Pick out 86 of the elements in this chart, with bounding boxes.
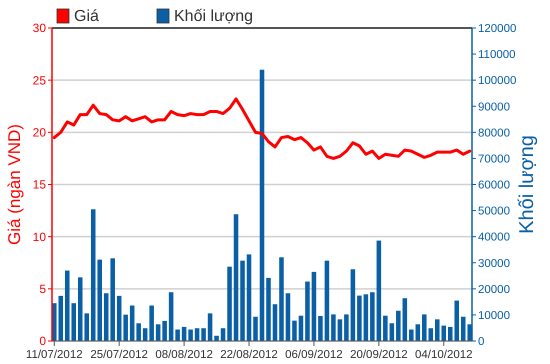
bar [338, 319, 342, 341]
y-tick-label: 15 [32, 178, 46, 192]
bar [90, 209, 96, 341]
bar [142, 328, 148, 341]
y2-tick-label: 100000 [478, 75, 516, 88]
bar [435, 319, 440, 341]
bar [409, 330, 414, 341]
bar [78, 277, 83, 341]
bar [104, 293, 108, 341]
bar [305, 282, 310, 341]
x-tick-label: 25/07/2012 [90, 349, 148, 361]
x-tick-label: 06/09/2012 [285, 349, 343, 361]
y2-tick-label: 120000 [478, 23, 516, 36]
y2-tick-label: 80000 [478, 127, 510, 140]
bar [448, 326, 453, 341]
bar [350, 269, 356, 341]
bar [234, 214, 238, 341]
y2-tick-label: 90000 [478, 101, 510, 114]
bar [130, 306, 134, 341]
bar [318, 316, 323, 341]
bar [188, 330, 193, 341]
bar [110, 258, 115, 341]
legend-label: Khối lượng [174, 8, 254, 25]
bar [156, 324, 160, 341]
bar [175, 330, 180, 341]
bar [182, 326, 186, 341]
bar [208, 313, 212, 341]
bar [97, 260, 102, 341]
bar [64, 270, 70, 341]
bar [396, 310, 401, 341]
y2-tick-label: 60000 [478, 180, 510, 192]
bar [227, 266, 232, 341]
bar [370, 292, 375, 341]
x-tick-label: 04/10/2012 [414, 349, 473, 361]
bar [324, 260, 330, 341]
bar [84, 313, 89, 341]
bar [331, 314, 336, 341]
y-tick-label: 5 [39, 282, 46, 296]
bar [168, 292, 174, 341]
y2-tick-label: 70000 [478, 153, 510, 166]
bar [298, 316, 304, 341]
y-tick-label: 0 [39, 334, 46, 348]
bar [460, 316, 466, 341]
y2-tick-label: 50000 [478, 206, 510, 218]
bar [286, 293, 290, 341]
bar [428, 328, 434, 341]
bar [416, 324, 420, 341]
bar [194, 328, 200, 341]
y2-tick-label: 40000 [478, 232, 510, 244]
bar [422, 314, 427, 341]
y-tick-label: 30 [32, 21, 46, 36]
y-axis-title: Giá (ngàn VND) [5, 124, 24, 245]
bar [162, 320, 167, 341]
bar [441, 326, 446, 341]
y2-tick-label: 30000 [478, 258, 510, 270]
bar [201, 328, 206, 341]
bar [402, 298, 408, 341]
x-tick-label: 22/08/2012 [220, 349, 278, 361]
bar [58, 296, 64, 341]
bar [312, 272, 316, 341]
y-tick-label: 25 [32, 73, 46, 88]
bar [292, 320, 297, 341]
bar [364, 294, 368, 341]
y2-tick-label: 0 [478, 336, 484, 348]
bar [357, 296, 362, 341]
bar [220, 328, 226, 341]
bar [116, 296, 122, 341]
x-tick-label: 08/08/2012 [155, 349, 213, 361]
bar [454, 300, 460, 341]
x-tick-label: 20/09/2012 [350, 349, 408, 361]
bar [390, 323, 394, 341]
bar [71, 303, 76, 341]
bar [136, 323, 141, 341]
y-tick-label: 20 [32, 126, 46, 140]
y2-tick-label: 20000 [478, 284, 510, 296]
bar [344, 314, 349, 341]
bar [376, 240, 382, 341]
legend-label: Giá [74, 8, 99, 25]
x-tick-label: 11/07/2012 [26, 349, 83, 361]
bar [149, 306, 154, 341]
bar [383, 316, 388, 341]
y2-tick-label: 110000 [478, 49, 516, 62]
bar [123, 314, 128, 341]
y2-tick-label: 10000 [478, 310, 510, 322]
y2-axis-title: Khối lượng [516, 135, 538, 234]
y-tick-label: 10 [32, 230, 46, 244]
